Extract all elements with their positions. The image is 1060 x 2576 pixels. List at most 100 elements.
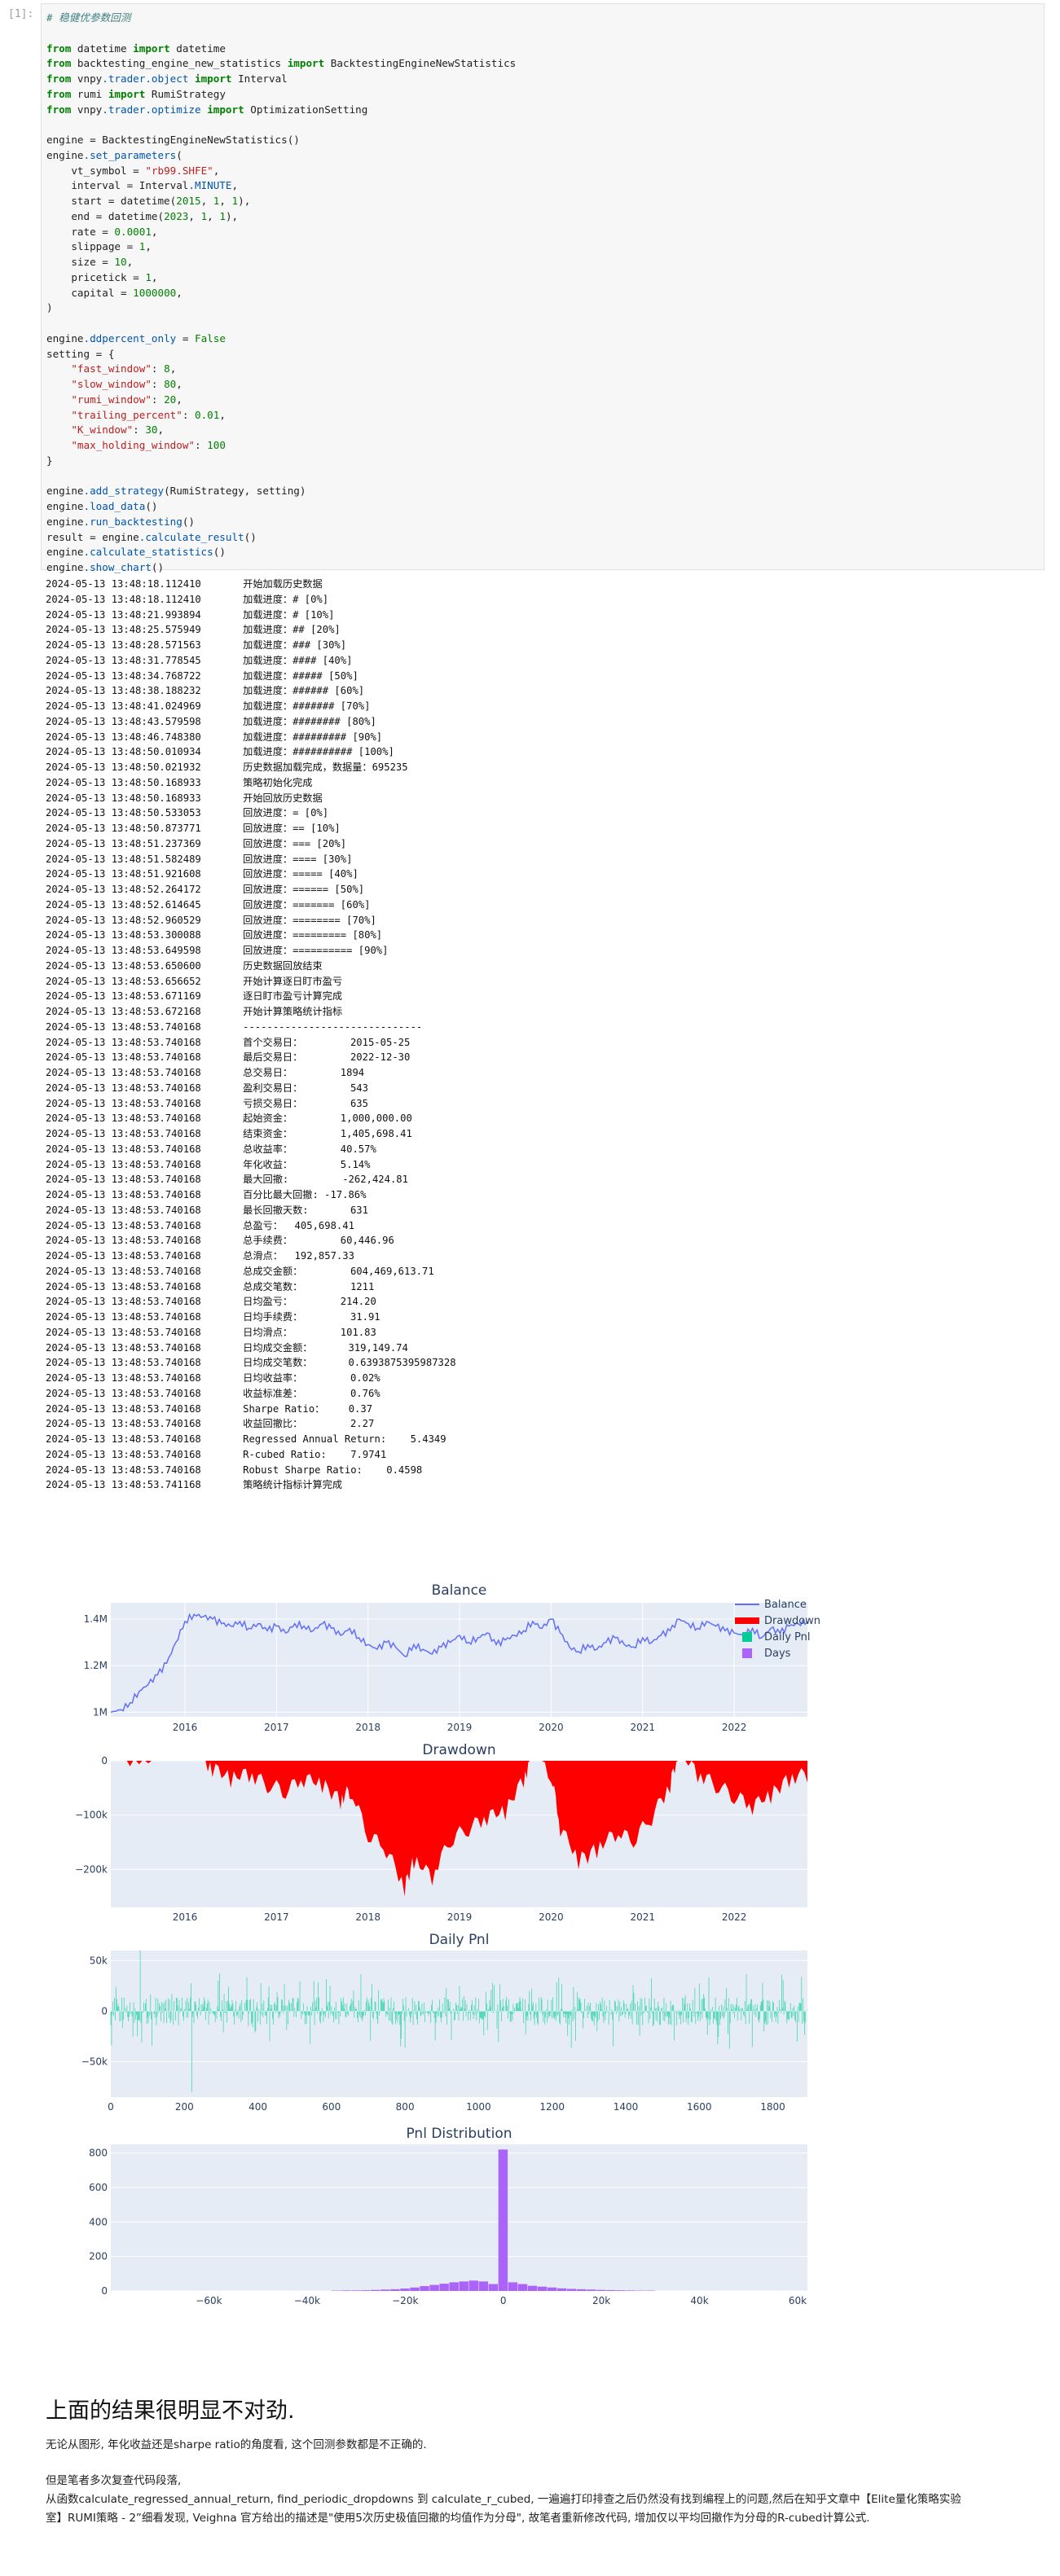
pnldist-bar — [587, 2289, 596, 2291]
log-line: 2024-05-13 13:48:53.740168 盈利交易日： 543 — [46, 1082, 368, 1094]
code-line: ) — [46, 301, 53, 314]
log-line: 2024-05-13 13:48:28.571563 加载进度：### [30%… — [46, 639, 347, 651]
log-line: 2024-05-13 13:48:53.740168 亏损交易日： 635 — [46, 1097, 368, 1109]
log-line: 2024-05-13 13:48:53.740168 收益回撤比： 2.27 — [46, 1418, 375, 1430]
markdown-paragraph-4: 室】RUMI策略 - 2”细看发现, Veighna 官方给出的描述是"使用5次… — [46, 2512, 870, 2525]
pnldist-bar — [596, 2289, 606, 2291]
balance-x-tick: 2022 — [722, 1722, 747, 1733]
code-line: result = engine.calculate_result() — [46, 530, 257, 543]
log-line: 2024-05-13 13:48:50.533053 回放进度：= [0%] — [46, 807, 329, 819]
log-line: 2024-05-13 13:48:53.740168 最长回撤天数: 631 — [46, 1204, 368, 1216]
code-line: from datetime import datetime — [46, 42, 226, 55]
balance-x-tick: 2017 — [264, 1722, 289, 1733]
log-line: 2024-05-13 13:48:50.010934 加载进度：########… — [46, 746, 394, 758]
code-line: # 稳健优参数回测 — [46, 11, 131, 24]
code-line: vt_symbol = "rb99.SHFE", — [46, 164, 220, 177]
pnldist-title: Pnl Distribution — [406, 2126, 512, 2142]
pnldist-bar — [577, 2289, 587, 2291]
log-line: 2024-05-13 13:48:53.740168 起始资金： 1,000,0… — [46, 1112, 412, 1125]
pnldist-bar — [566, 2289, 577, 2291]
log-line: 2024-05-13 13:48:50.168933 策略初始化完成 — [46, 776, 313, 788]
cell-prompt: [1]: — [8, 8, 34, 20]
code-line: pricetick = 1, — [46, 270, 158, 283]
pnldist-bar — [547, 2287, 557, 2291]
log-line: 2024-05-13 13:48:53.740168 日均盈亏： 214.20 — [46, 1296, 376, 1308]
log-line: 2024-05-13 13:48:21.993894 加载进度：# [10%] — [46, 608, 335, 621]
pnldist-x-tick: 20k — [592, 2295, 610, 2306]
log-line: 2024-05-13 13:48:46.748380 加载进度：########… — [46, 731, 383, 743]
drawdown-x-tick: 2019 — [447, 1911, 473, 1923]
pnldist-x-tick: −40k — [294, 2295, 320, 2306]
code-line: from vnpy.trader.optimize import Optimiz… — [46, 103, 368, 116]
log-line: 2024-05-13 13:48:53.649598 回放进度：========… — [46, 945, 389, 956]
pnldist-bar — [410, 2287, 420, 2291]
log-line: 2024-05-13 13:48:50.873771 回放进度：== [10%] — [46, 823, 341, 834]
legend-daily-pnl-swatch — [742, 1632, 752, 1642]
drawdown-x-tick: 2017 — [264, 1911, 289, 1923]
markdown-heading: 上面的结果很明显不对劲. — [46, 2398, 295, 2424]
log-line: 2024-05-13 13:48:53.300088 回放进度：========… — [46, 929, 383, 941]
log-line: 2024-05-13 13:48:53.740168 日均成交笔数： 0.639… — [46, 1357, 456, 1369]
pnldist-bar — [556, 2288, 567, 2291]
pnldist-y-tick: 400 — [89, 2216, 108, 2227]
log-line: 2024-05-13 13:48:50.168933 开始回放历史数据 — [46, 792, 323, 804]
dailypnl-y-tick: 50k — [90, 1955, 108, 1966]
log-line: 2024-05-13 13:48:25.575949 加载进度：## [20%] — [46, 624, 341, 636]
code-line: from rumi import RumiStrategy — [46, 87, 226, 100]
pnldist-bar — [498, 2149, 508, 2291]
code-line: engine.add_strategy(RumiStrategy, settin… — [46, 485, 306, 498]
balance-x-tick: 2019 — [447, 1722, 473, 1733]
balance-x-tick: 2018 — [355, 1722, 380, 1733]
dailypnl-bars — [110, 1951, 807, 2092]
markdown-paragraph-3: 从函数calculate_regressed_annual_return, fi… — [46, 2493, 961, 2506]
log-line: 2024-05-13 13:48:50.021932 历史数据加载完成，数据量：… — [46, 761, 408, 773]
legend-daily-pnl-label: Daily Pnl — [764, 1631, 811, 1643]
code-line: from backtesting_engine_new_statistics i… — [46, 57, 517, 70]
pnldist-y-tick: 600 — [89, 2182, 108, 2193]
log-line: 2024-05-13 13:48:53.740168 总盈亏： 405,698.… — [46, 1219, 354, 1231]
code-line: engine.load_data() — [46, 500, 158, 512]
legend-drawdown-swatch — [735, 1617, 759, 1624]
dailypnl-x-tick: 1600 — [687, 2101, 712, 2113]
pnldist-bar — [380, 2289, 390, 2291]
code-line: capital = 1000000, — [46, 286, 183, 299]
pnldist-plot-area — [111, 2144, 807, 2291]
log-line: 2024-05-13 13:48:53.741168 策略统计指标计算完成 — [46, 1479, 343, 1491]
drawdown-title: Drawdown — [422, 1742, 495, 1758]
log-line: 2024-05-13 13:48:52.264172 回放进度：====== [… — [46, 884, 365, 895]
log-line: 2024-05-13 13:48:53.740168 最后交易日： 2022-1… — [46, 1051, 411, 1064]
pnldist-bar — [606, 2289, 616, 2291]
legend-days-label: Days — [764, 1648, 791, 1660]
log-line: 2024-05-13 13:48:43.579598 加载进度：########… — [46, 715, 376, 727]
balance-x-tick: 2020 — [539, 1722, 564, 1733]
log-line: 2024-05-13 13:48:53.740168 总滑点： 192,857.… — [46, 1250, 354, 1262]
dailypnl-title: Daily Pnl — [429, 1932, 490, 1948]
code-line: slippage = 1, — [46, 240, 152, 253]
balance-y-tick: 1M — [93, 1706, 108, 1718]
code-line: "fast_window": 8, — [71, 362, 177, 375]
pnldist-bar — [361, 2290, 371, 2291]
code-editor[interactable]: # 稳健优参数回测 from datetime import datetime … — [46, 11, 516, 576]
log-line: 2024-05-13 13:48:53.740168 收益标准差： 0.76% — [46, 1387, 380, 1399]
drawdown-x-tick: 2020 — [539, 1911, 564, 1923]
pnldist-y-tick: 800 — [89, 2148, 108, 2159]
log-line: 2024-05-13 13:48:53.740168 日均手续费： 31.91 — [46, 1311, 380, 1323]
code-cell[interactable]: # 稳健优参数回测 from datetime import datetime … — [41, 3, 1045, 573]
pnldist-bar — [371, 2289, 380, 2291]
pnldist-x-tick: 0 — [500, 2295, 507, 2306]
dailypnl-x-tick: 1000 — [466, 2101, 491, 2113]
drawdown-y-tick: 0 — [101, 1755, 108, 1766]
code-line: end = datetime(2023, 1, 1), — [46, 209, 239, 222]
pnldist-y-tick: 200 — [89, 2251, 108, 2262]
log-line: 2024-05-13 13:48:53.740168 Robust Sharpe… — [46, 1464, 423, 1476]
balance-y-tick: 1.2M — [84, 1660, 108, 1671]
balance-title: Balance — [432, 1582, 487, 1599]
pnldist-bar — [439, 2284, 449, 2291]
pnldist-x-tick: −60k — [196, 2295, 222, 2306]
log-line: 2024-05-13 13:48:53.740168 结束资金： 1,405,6… — [46, 1128, 412, 1139]
code-line: "K_window": 30, — [71, 423, 165, 437]
dailypnl-x-tick: 1200 — [539, 2101, 565, 2113]
log-line: 2024-05-13 13:48:51.582489 回放进度：==== [30… — [46, 853, 353, 865]
chart-output: Balance 1M 1.2M 1.4M 2016 2017 2018 2019 2020 202… — [46, 1551, 828, 2366]
code-line: } — [46, 454, 53, 467]
